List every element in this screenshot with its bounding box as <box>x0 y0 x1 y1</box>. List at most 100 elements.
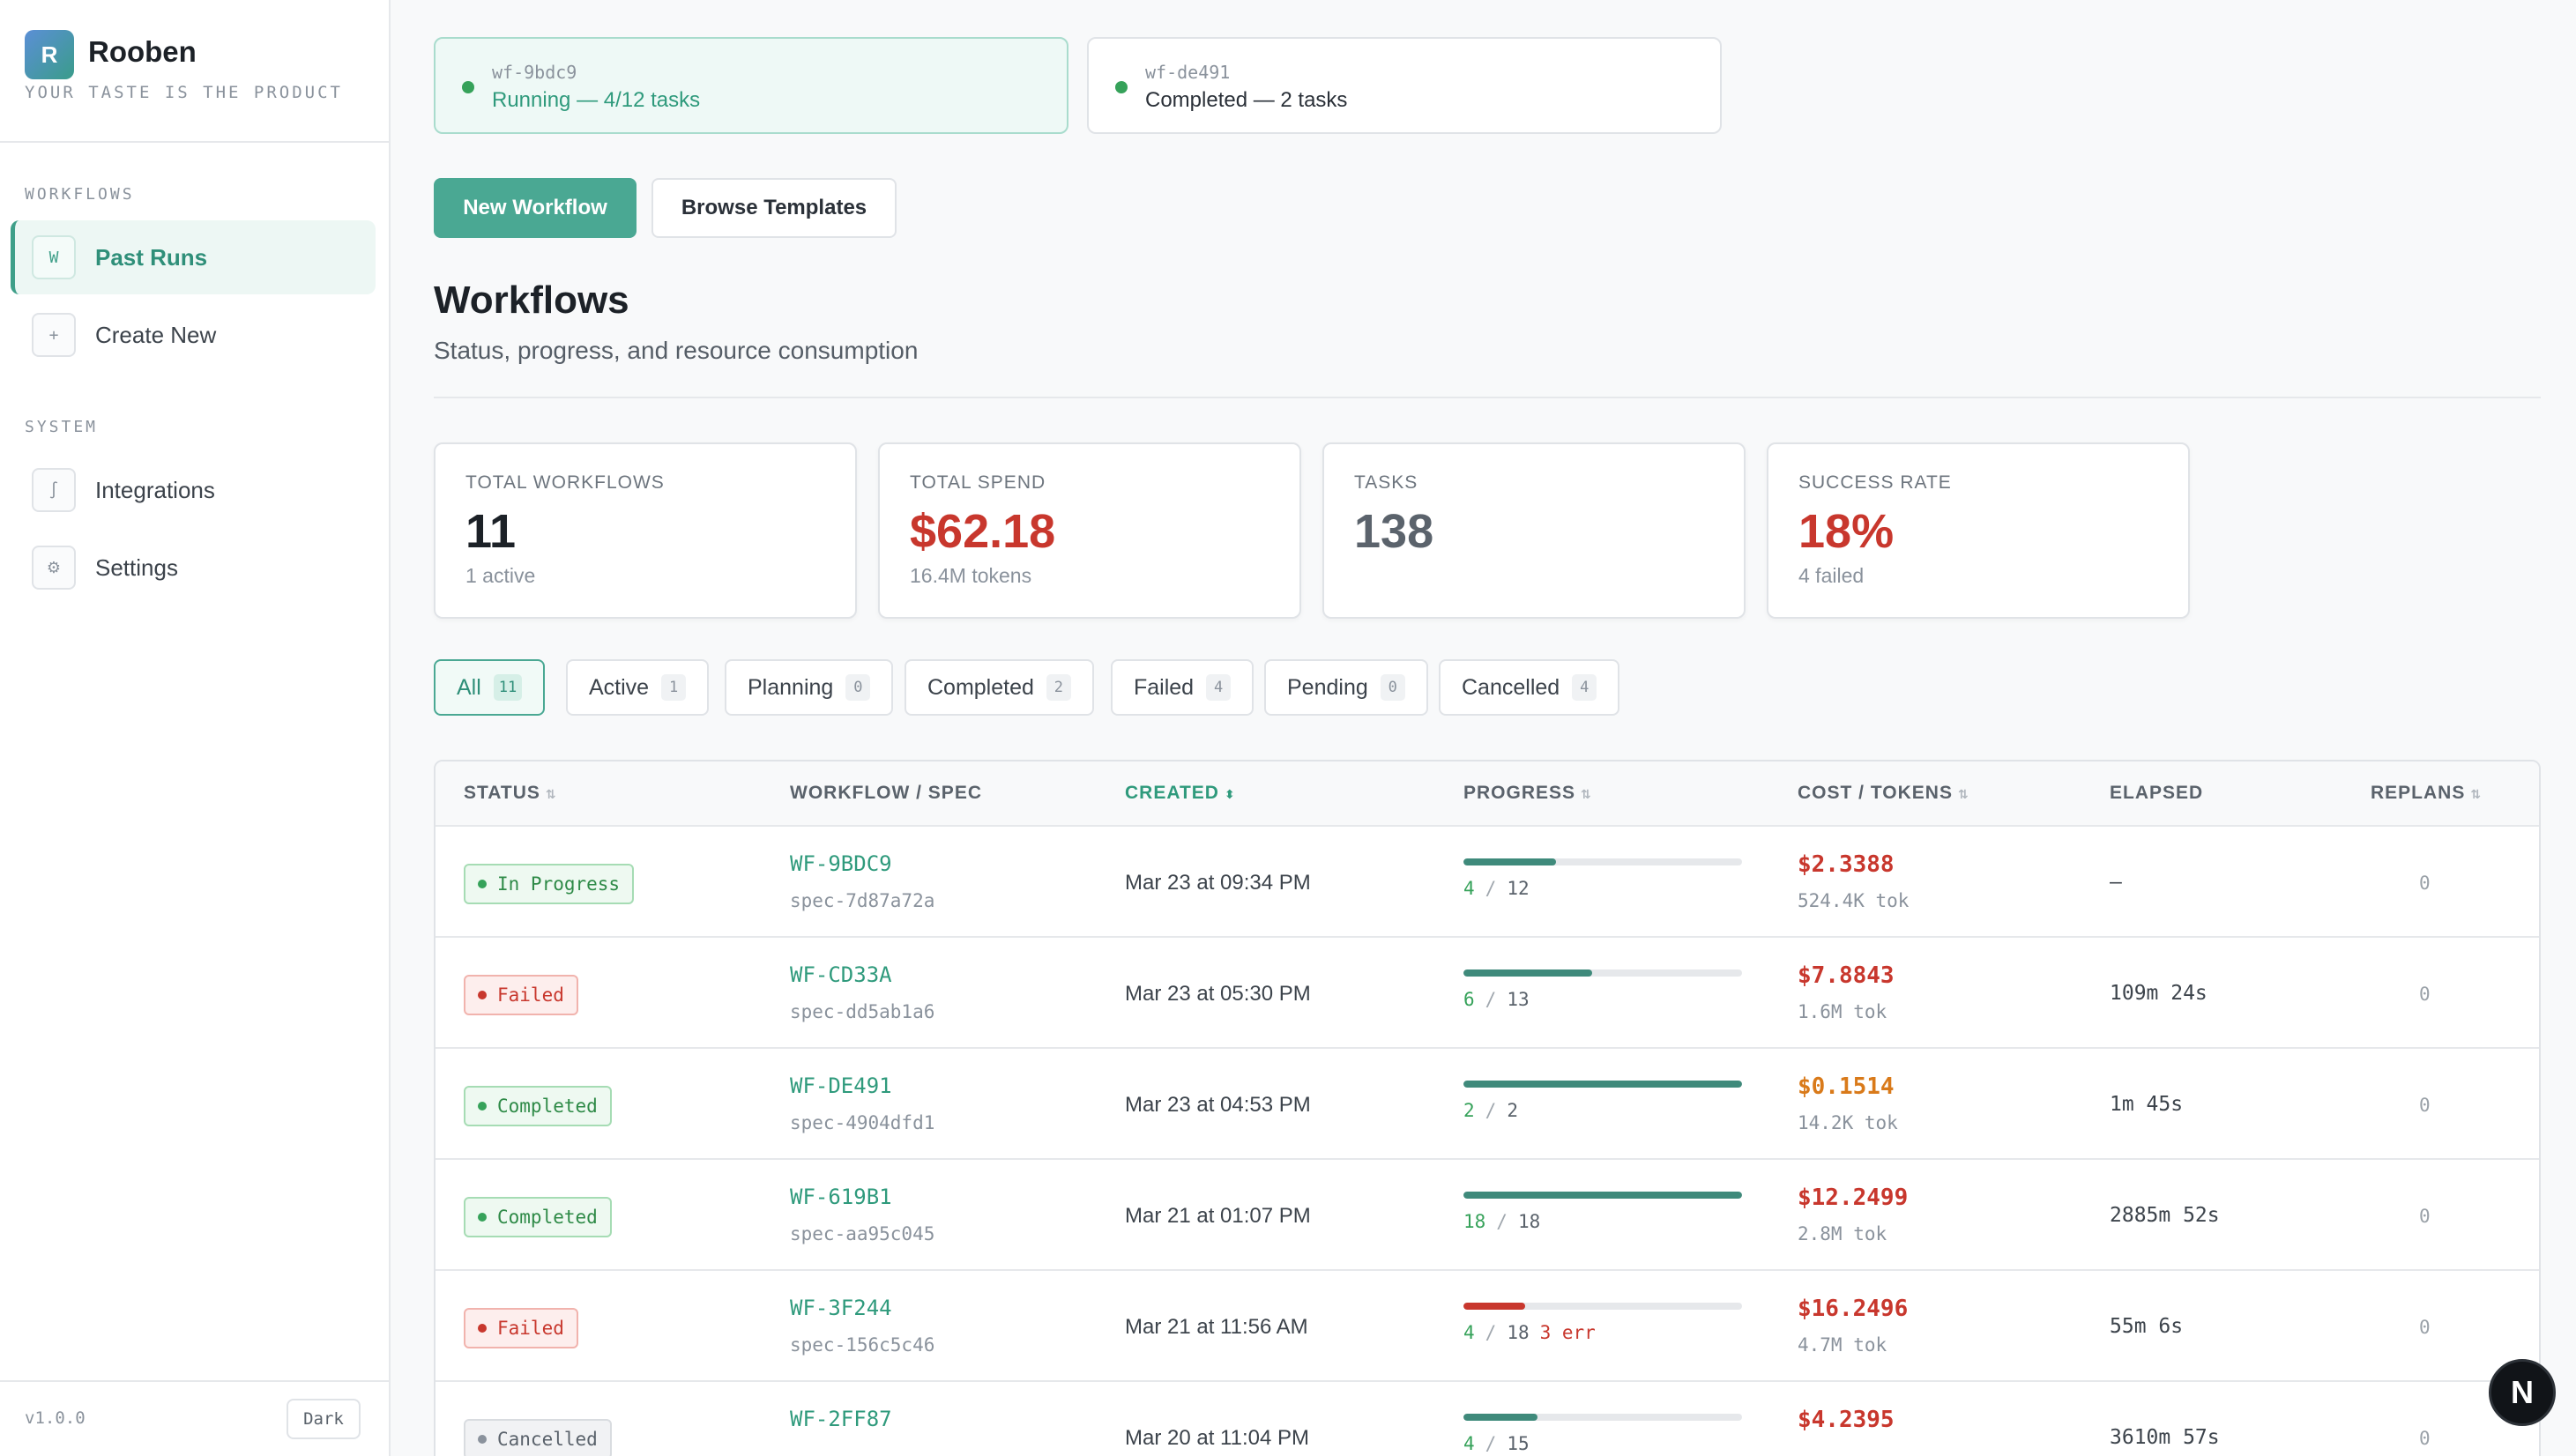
table-row[interactable]: Completed WF-619B1 spec-aa95c045 Mar 21 at … <box>436 1160 2539 1271</box>
sidebar-item-settings[interactable]: ⚙ Settings <box>11 531 376 605</box>
filter-completed[interactable]: Completed 2 <box>905 659 1094 716</box>
progress-fill <box>1463 1303 1526 1310</box>
run-status: Running — 4/12 tasks <box>492 88 701 112</box>
workflow-id-link[interactable]: WF-CD33A <box>790 962 892 987</box>
status-dot-icon <box>478 1435 487 1444</box>
progress-separator: / <box>1485 1100 1497 1121</box>
filter-failed[interactable]: Failed 4 <box>1111 659 1254 716</box>
created-date: Mar 20 at 11:04 PM <box>1125 1426 1309 1450</box>
progress-bar <box>1463 1414 1742 1421</box>
token-count: 2.8M tok <box>1798 1223 1887 1244</box>
sidebar-item-create-new[interactable]: + Create New <box>11 298 376 372</box>
column-replans[interactable]: REPLANS ⇅ <box>2371 783 2482 804</box>
table-row[interactable]: In Progress WF-9BDC9 spec-7d87a72a Mar 23 a… <box>436 827 2539 938</box>
theme-toggle-button[interactable]: Dark <box>287 1399 361 1439</box>
filter-active[interactable]: Active 1 <box>566 659 710 716</box>
filter-pending[interactable]: Pending 0 <box>1264 659 1428 716</box>
column-label: ELAPSED <box>2110 783 2204 803</box>
sidebar-section-workflows: WORKFLOWS <box>25 185 135 204</box>
progress-bar <box>1463 969 1742 977</box>
status-badge: Failed <box>464 975 578 1015</box>
column-progress[interactable]: PROGRESS ⇅ <box>1463 783 1592 804</box>
progress-total: 12 <box>1507 878 1530 899</box>
filter-label: Planning <box>748 674 834 700</box>
stat-value: 18% <box>1798 505 1895 558</box>
brand-name: Rooben <box>88 35 197 68</box>
column-cost-tokens[interactable]: COST / TOKENS ⇅ <box>1798 783 1969 804</box>
filter-cancelled[interactable]: Cancelled 4 <box>1439 659 1620 716</box>
elapsed-time: 2885m 52s <box>2110 1204 2220 1227</box>
status-label: Completed <box>497 1096 598 1117</box>
workflow-spec: spec-7d87a72a <box>790 890 935 911</box>
column-label: WORKFLOW / SPEC <box>790 783 982 803</box>
progress-bar <box>1463 1303 1742 1310</box>
filter-label: Active <box>589 674 650 700</box>
sort-icon: ⇅ <box>545 787 557 801</box>
filter-count: 0 <box>1380 674 1405 701</box>
workflow-id-link[interactable]: WF-2FF87 <box>790 1407 892 1431</box>
page-subtitle: Status, progress, and resource consumpti… <box>434 337 919 364</box>
progress-bar <box>1463 1192 1742 1199</box>
elapsed-time: — <box>2110 871 2122 894</box>
progress-fill <box>1463 858 1557 865</box>
table-row[interactable]: Failed WF-3F244 spec-156c5c46 Mar 21 at 11:… <box>436 1271 2539 1382</box>
table-row[interactable]: Failed WF-CD33A spec-dd5ab1a6 Mar 23 at 05:… <box>436 938 2539 1049</box>
cost-value: $4.2395 <box>1798 1407 1895 1433</box>
progress-text: 18 / 18 <box>1463 1211 1540 1232</box>
version-label: v1.0.0 <box>25 1408 86 1428</box>
progress-bar <box>1463 858 1742 865</box>
created-date: Mar 23 at 09:34 PM <box>1125 871 1311 895</box>
column-elapsed: ELAPSED <box>2110 783 2203 804</box>
sidebar-footer-divider <box>0 1380 389 1382</box>
filter-planning[interactable]: Planning 0 <box>725 659 894 716</box>
stat-label: TASKS <box>1354 472 1418 493</box>
stat-sub: 16.4M tokens <box>910 564 1032 587</box>
stat-label: TOTAL SPEND <box>910 472 1046 493</box>
workflow-id-link[interactable]: WF-9BDC9 <box>790 851 892 876</box>
active-run-card[interactable]: wf-de491 Completed — 2 tasks <box>1087 37 1722 134</box>
column-label: COST / TOKENS <box>1798 783 1953 803</box>
filter-count: 2 <box>1046 674 1071 701</box>
sort-icon: ⇅ <box>1581 787 1592 801</box>
active-run-card[interactable]: wf-9bdc9 Running — 4/12 tasks <box>434 37 1068 134</box>
sort-active-icon: ⬍ <box>1224 787 1236 801</box>
replans-count: 0 <box>2419 1095 2431 1116</box>
next-dev-indicator-button[interactable]: N <box>2489 1359 2556 1426</box>
column-created[interactable]: CREATED ⬍ <box>1125 783 1236 804</box>
status-dot-icon <box>478 991 487 999</box>
progress-total: 18 <box>1507 1322 1530 1343</box>
sort-icon: ⇅ <box>1957 787 1969 801</box>
filter-count: 11 <box>493 674 523 701</box>
workflow-id-link[interactable]: WF-3F244 <box>790 1296 892 1320</box>
filter-label: Cancelled <box>1462 674 1560 700</box>
column-status[interactable]: STATUS ⇅ <box>464 783 557 804</box>
progress-total: 18 <box>1517 1211 1541 1232</box>
filter-count: 1 <box>661 674 687 701</box>
browse-templates-button[interactable]: Browse Templates <box>651 178 897 238</box>
token-count: 1.6M tok <box>1798 1001 1887 1022</box>
progress-separator: / <box>1496 1211 1508 1232</box>
cost-value: $12.2499 <box>1798 1185 1909 1211</box>
sidebar-section-system: SYSTEM <box>25 418 99 436</box>
filter-all[interactable]: All 11 <box>434 659 546 716</box>
progress-errors: 3 err <box>1539 1322 1596 1343</box>
progress-done: 4 <box>1463 878 1475 899</box>
progress-total: 2 <box>1507 1100 1518 1121</box>
status-dot-icon <box>462 81 474 93</box>
elapsed-time: 109m 24s <box>2110 982 2207 1005</box>
created-date: Mar 21 at 01:07 PM <box>1125 1204 1311 1228</box>
sidebar-item-integrations[interactable]: ∫ Integrations <box>11 453 376 527</box>
brand-logo: R <box>25 30 74 79</box>
workflow-spec: spec-dd5ab1a6 <box>790 1001 935 1022</box>
stat-card-total-workflows: TOTAL WORKFLOWS 11 1 active <box>434 442 857 619</box>
replans-count: 0 <box>2419 984 2431 1005</box>
new-workflow-button[interactable]: New Workflow <box>434 178 637 238</box>
table-row[interactable]: Cancelled WF-2FF87 Mar 20 at 11:04 PM 4 / 15 $… <box>436 1382 2539 1456</box>
table-row[interactable]: Completed WF-DE491 spec-4904dfd1 Mar 23 at … <box>436 1049 2539 1160</box>
workflow-id-link[interactable]: WF-DE491 <box>790 1073 892 1098</box>
workflows-table: STATUS ⇅ WORKFLOW / SPEC CREATED ⬍ PROGRES… <box>434 760 2541 1456</box>
cost-value: $7.8843 <box>1798 962 1895 989</box>
sidebar-item-past-runs[interactable]: W Past Runs <box>11 220 376 294</box>
workflow-id-link[interactable]: WF-619B1 <box>790 1185 892 1209</box>
column-workflow-spec: WORKFLOW / SPEC <box>790 783 982 804</box>
